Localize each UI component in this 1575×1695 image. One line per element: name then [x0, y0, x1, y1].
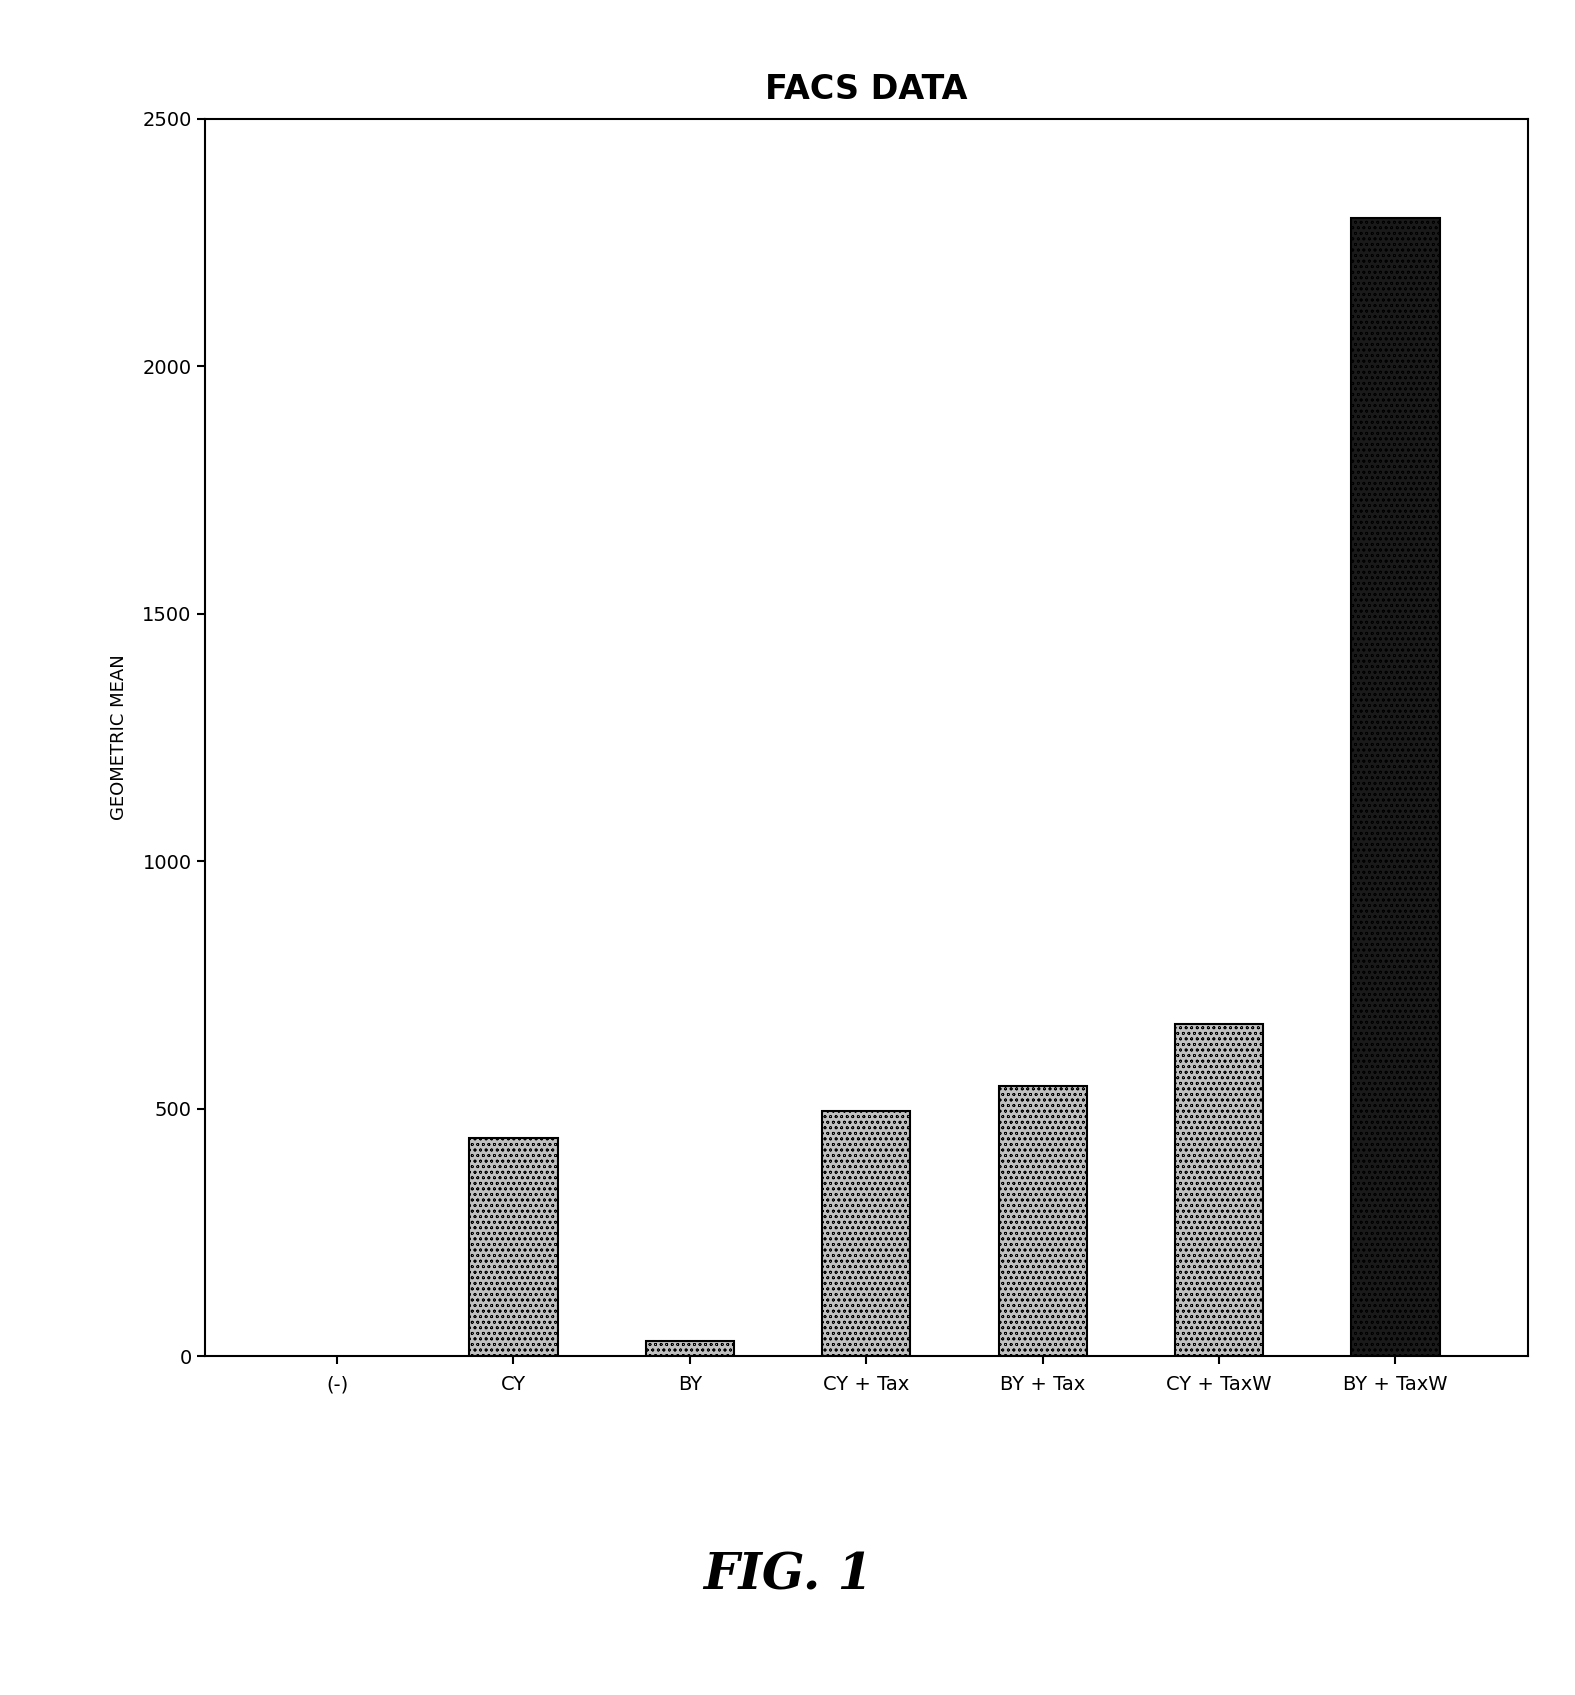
- Bar: [1351, 217, 1440, 1356]
- Y-axis label: GEOMETRIC MEAN: GEOMETRIC MEAN: [110, 654, 128, 820]
- Text: FIG. 1: FIG. 1: [702, 1553, 873, 1600]
- Title: FACS DATA: FACS DATA: [765, 73, 967, 107]
- Bar: [999, 1086, 1087, 1356]
- Bar: [646, 1341, 734, 1356]
- Bar: [1175, 1024, 1263, 1356]
- Bar: [822, 1110, 910, 1356]
- Bar: [469, 1139, 558, 1356]
